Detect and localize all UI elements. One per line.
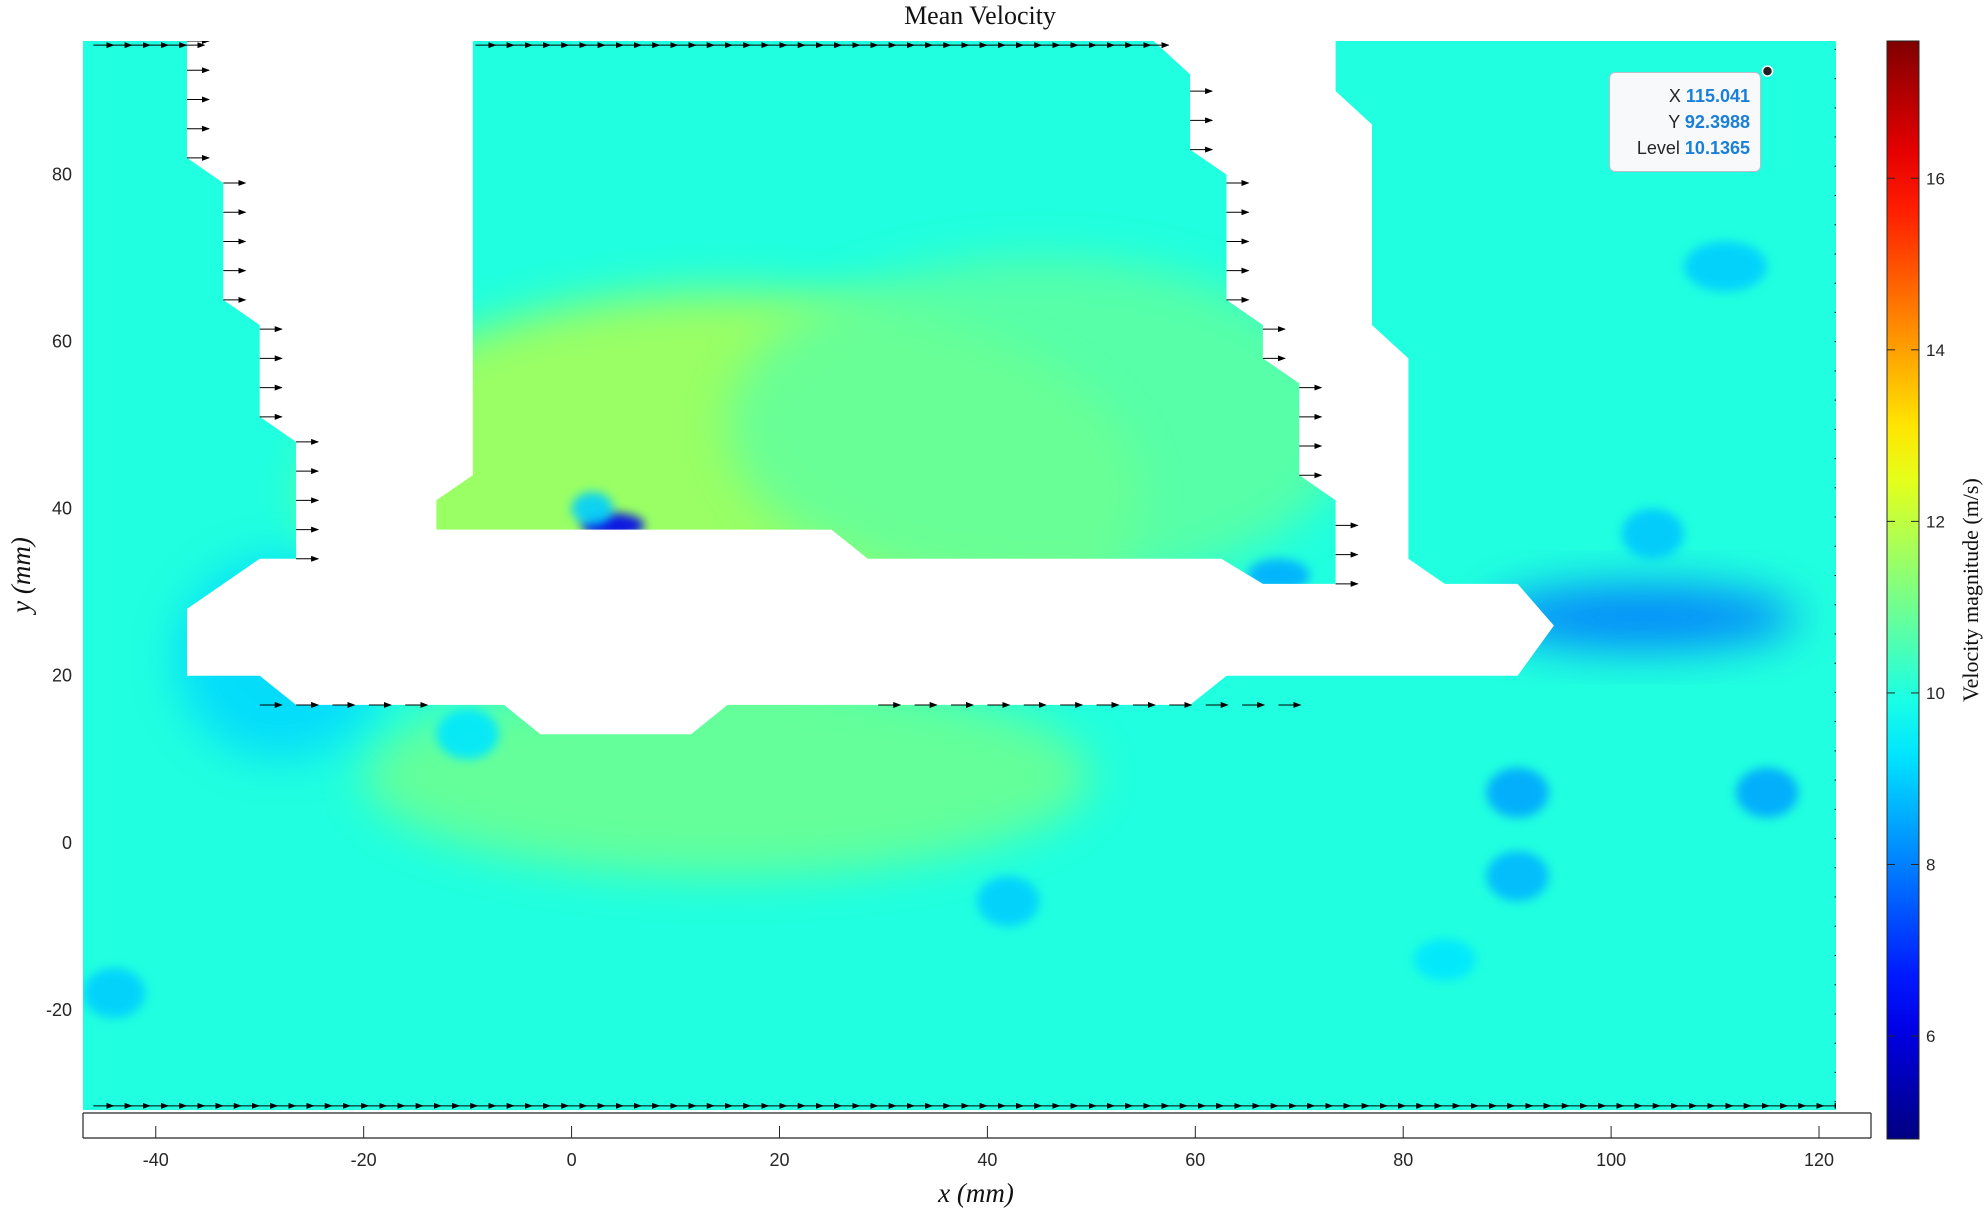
velocity-hotspot: [1683, 241, 1768, 292]
x-tick-label: 80: [1393, 1150, 1413, 1170]
velocity-hotspot: [363, 675, 1092, 877]
x-tick-label: 0: [567, 1150, 577, 1170]
velocity-hotspot: [977, 876, 1040, 927]
colorbar-tick-label: 14: [1926, 341, 1945, 360]
x-tick-label: -40: [143, 1150, 169, 1170]
velocity-hotspot: [1735, 767, 1799, 818]
y-tick-label: 20: [52, 666, 72, 686]
velocity-hotspot: [83, 968, 146, 1019]
datatip-x-row: X 115.041: [1620, 83, 1750, 109]
velocity-hotspot: [436, 709, 499, 760]
colorbar-tick-label: 16: [1926, 169, 1945, 188]
chart-title: Mean Velocity: [904, 1, 1056, 30]
velocity-hotspot: [1413, 938, 1476, 981]
velocity-hotspot: [727, 258, 1352, 593]
datatip-level-row: Level 10.1365: [1620, 135, 1750, 161]
datatip-y-row: Y 92.3988: [1620, 109, 1750, 135]
x-tick-label: 60: [1185, 1150, 1205, 1170]
datatip-x-label: X: [1668, 86, 1681, 106]
x-tick-label: 120: [1804, 1150, 1834, 1170]
velocity-hotspot: [571, 491, 614, 526]
plot-area[interactable]: [83, 41, 1857, 1110]
y-axis-label: y (mm): [6, 537, 36, 616]
x-axis-label: x (mm): [937, 1178, 1014, 1208]
velocity-hotspot: [1486, 583, 1799, 651]
datatip-y-label: Y: [1668, 112, 1680, 132]
velocity-hotspot: [1621, 508, 1684, 559]
velocity-vectors: [93, 41, 1836, 1109]
y-axis-ticks: -20 0 20 40 60 80: [46, 165, 72, 1020]
y-tick-label: 0: [62, 833, 72, 853]
velocity-hotspot: [1486, 851, 1549, 902]
x-tick-label: 40: [977, 1150, 997, 1170]
velocity-hotspot: [1247, 558, 1310, 593]
y-tick-label: -20: [46, 1000, 72, 1020]
y-tick-label: 60: [52, 332, 72, 352]
datatip[interactable]: X 115.041 Y 92.3988 Level 10.1365: [1609, 72, 1761, 172]
datatip-level-label: Level: [1636, 138, 1680, 158]
colorbar-label: Velocity magnitude (m/s): [1958, 478, 1983, 702]
velocity-hotspot: [1486, 767, 1549, 818]
colorbar: 6 8 10 12 14 16: [1886, 40, 1945, 1140]
colorbar-tick-label: 12: [1926, 512, 1945, 531]
datatip-x-value: 115.041: [1685, 86, 1750, 106]
masked-obstacle-region: [187, 41, 1554, 735]
y-tick-label: 80: [52, 165, 72, 185]
x-tick-label: 20: [769, 1150, 789, 1170]
x-tick-label: -20: [351, 1150, 377, 1170]
y-tick-label: 40: [52, 499, 72, 519]
x-tick-label: 100: [1596, 1150, 1626, 1170]
x-axis-ticks: -40 -20 0 20 40 60 80 100 120: [143, 1126, 1834, 1170]
datatip-level-value: 10.1365: [1684, 138, 1750, 158]
colorbar-tick-label: 8: [1926, 856, 1935, 875]
axes-box: [82, 1112, 1872, 1139]
datatip-marker[interactable]: [1761, 65, 1774, 77]
colorbar-tick-label: 10: [1926, 684, 1945, 703]
colorbar-tick-label: 6: [1926, 1027, 1935, 1046]
datatip-y-value: 92.3988: [1684, 112, 1750, 132]
